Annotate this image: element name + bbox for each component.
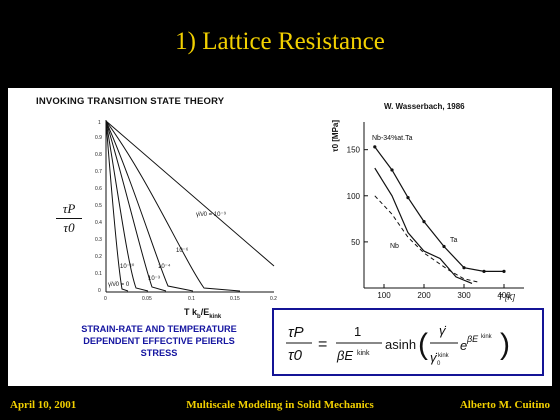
formula-lparen: ( [418,328,428,361]
content-panel: INVOKING TRANSITION STATE THEORY 1 0.9 0… [8,88,552,386]
curve-label-1e-10: 10⁻¹⁰ [120,263,135,270]
left-xtick: 0.15 [230,296,240,302]
chart-point [502,269,506,273]
left-ytick: 0.7 [95,169,102,175]
formula-beta-e: βE [336,348,353,363]
formula-kink-sub: kink [357,350,370,357]
footer-date: April 10, 2001 [10,399,77,411]
caption-line-3: STRESS [140,348,178,358]
left-ytick: 0.1 [95,271,102,277]
left-xtick: 0.2 [270,296,277,302]
chart-series-line [374,167,473,284]
left-plot-y-ticks: 1 0.9 0.8 0.7 0.6 0.5 0.4 0.3 0.2 0.1 0 [95,120,102,294]
xlabel-main: T k [184,307,198,317]
annotation-nb-ta: Nb-34%at.Ta [372,135,413,142]
chart-point [390,168,394,172]
chart-ytick-label: 150 [347,146,361,155]
formula-equals: = [318,336,327,353]
curve-1e-3 [105,120,167,292]
curve-label-1e-4: 10⁻⁴ [158,263,171,270]
caption-line-1: STRAIN-RATE AND TEMPERATURE [81,324,237,334]
formula-lhs-num: τP [288,324,304,341]
formula-rparen: ) [500,328,510,361]
left-ytick: 0.9 [95,135,102,141]
xlabel-sub-kink: kink [209,313,222,320]
curve-0 [105,120,129,292]
left-figure-caption: STRAIN-RATE AND TEMPERATURE DEPENDENT EF… [70,323,248,359]
ylabel-denominator: τ0 [63,220,75,235]
xlabel-sub-b: b [197,313,201,320]
chart-point [373,145,377,149]
formula-asinh: asinh [385,337,416,352]
chart-point [422,220,426,224]
left-plot: 1 0.9 0.8 0.7 0.6 0.5 0.4 0.3 0.2 0.1 0 … [95,120,277,302]
chart-title: W. Wasserbach, 1986 [384,102,465,111]
chart-xtick-label: 400 [497,291,511,300]
wasserbach-chart: W. Wasserbach, 1986 τ0 [MPa] T [K] 50 100… [331,102,524,302]
left-plot-xlabel: T kb/Ekink [184,307,221,320]
left-ytick: 1 [98,120,101,126]
left-ytick: 0.6 [95,186,102,192]
chart-xtick-label: 100 [377,291,391,300]
ylabel-numerator: τP [56,201,82,219]
chart-xtick-label: 300 [457,291,471,300]
slide-title: 1) Lattice Resistance [175,28,385,55]
left-plot-ylabel: τP τ0 [56,201,82,236]
caption-line-2: DEPENDENT EFFECTIVE PEIERLS [83,336,235,346]
formula-exp-kink: kink [481,334,493,340]
chart-point [442,244,446,249]
footer-author: Alberto M. Cuitino [459,399,550,411]
left-ytick: 0.5 [95,203,102,209]
left-xtick: 0.05 [142,296,152,302]
formula-exp: βE [466,334,479,344]
chart-xtick-label: 200 [417,291,431,300]
left-ytick: 0 [98,288,101,294]
formula-lhs-den: τ0 [288,347,303,364]
chart-ytick-label: 50 [351,238,360,247]
curve-1e-10 [105,120,149,292]
peierls-formula: τP τ0 = 1 βE kink asinh ( γ̇ γ̇ 0 kink e… [286,323,510,367]
left-plot-x-ticks: 0 0.05 0.1 0.15 0.2 [104,296,277,302]
curve-label-1e-9: γ̇/ν̇0 = 10⁻⁹ [196,211,227,218]
left-ytick: 0.8 [95,152,102,158]
left-xtick: 0.1 [188,296,195,302]
left-ytick: 0.4 [95,220,102,226]
formula-zero-sub: 0 [437,361,441,367]
curve-1e-6 [105,120,241,292]
formula-one: 1 [354,324,361,339]
curve-1e-4 [105,120,194,292]
chart-xlabel: T [K] [498,293,516,302]
annotation-nb: Nb [390,243,399,250]
curve-label-0: γ̇/ν̇0 = 0 [108,282,130,288]
formula-kink-sup2: kink [438,353,450,359]
left-ytick: 0.2 [95,254,102,260]
chart-ytick-label: 100 [347,192,361,201]
chart-ylabel: τ0 [MPa] [331,120,340,152]
chart-series-line [374,146,504,272]
footer-course: Multiscale Modeling in Solid Mechanics [186,399,374,411]
left-xtick: 0 [104,296,107,302]
curve-label-1e-6: 10⁻⁶ [176,247,189,254]
left-figure-heading: INVOKING TRANSITION STATE THEORY [36,96,225,107]
curve-label-1e-3: 10⁻³ [148,276,160,282]
chart-point [406,196,410,200]
xlabel-mid: /E [200,307,210,317]
formula-gammadot: γ̇ [439,323,447,338]
annotation-ta: Ta [450,237,458,244]
formula-e: e [460,338,467,353]
chart-point [482,269,486,273]
curve-1e-9 [105,120,275,267]
chart-series-line [374,195,481,283]
formula-box: τP τ0 = 1 βE kink asinh ( γ̇ γ̇ 0 kink e… [272,308,544,376]
chart-point [462,266,466,270]
left-ytick: 0.3 [95,237,102,243]
formula-gammadot0: γ̇ [430,350,438,365]
